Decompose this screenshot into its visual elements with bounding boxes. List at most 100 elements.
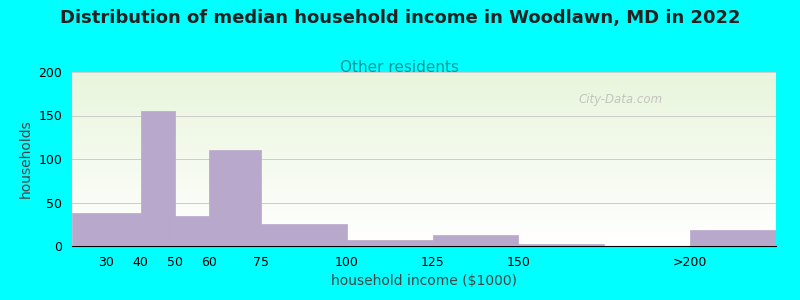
Bar: [72, 230, 776, 232]
Bar: [518, 244, 604, 246]
Bar: [72, 185, 776, 187]
Bar: [72, 175, 776, 176]
Text: City-Data.com: City-Data.com: [579, 93, 663, 106]
Bar: [72, 172, 776, 173]
Bar: [72, 134, 776, 136]
Bar: [72, 76, 776, 78]
Bar: [72, 112, 776, 114]
Bar: [72, 95, 776, 97]
Bar: [210, 150, 261, 246]
Bar: [72, 224, 776, 226]
Bar: [72, 153, 776, 155]
Bar: [346, 240, 433, 246]
Bar: [72, 72, 776, 74]
Bar: [72, 243, 776, 244]
Bar: [72, 97, 776, 98]
Bar: [72, 213, 776, 214]
Bar: [72, 107, 776, 108]
Bar: [72, 213, 141, 246]
Bar: [72, 118, 776, 120]
Bar: [72, 137, 776, 139]
Bar: [72, 195, 776, 197]
Bar: [72, 128, 776, 130]
Bar: [72, 171, 776, 172]
Bar: [72, 139, 776, 140]
Bar: [72, 78, 776, 79]
Bar: [72, 236, 776, 237]
Bar: [72, 158, 776, 159]
Bar: [72, 220, 776, 221]
Bar: [72, 98, 776, 100]
Bar: [261, 224, 346, 246]
Bar: [72, 229, 776, 230]
Bar: [72, 89, 776, 91]
Bar: [175, 215, 210, 246]
Bar: [72, 200, 776, 201]
Bar: [72, 130, 776, 131]
Bar: [433, 235, 518, 246]
Bar: [72, 239, 776, 240]
Bar: [72, 104, 776, 105]
Bar: [72, 152, 776, 153]
Bar: [72, 184, 776, 185]
Bar: [72, 162, 776, 163]
Bar: [72, 182, 776, 184]
Bar: [141, 111, 175, 246]
Bar: [72, 223, 776, 224]
Bar: [72, 74, 776, 75]
Bar: [72, 204, 776, 206]
Bar: [72, 232, 776, 233]
Bar: [72, 103, 776, 104]
Bar: [72, 215, 776, 217]
Bar: [72, 156, 776, 158]
Bar: [72, 92, 776, 94]
Bar: [72, 155, 776, 156]
Bar: [72, 244, 776, 246]
Bar: [72, 206, 776, 207]
Bar: [72, 221, 776, 223]
Bar: [72, 176, 776, 178]
Bar: [72, 75, 776, 76]
Bar: [72, 86, 776, 88]
Bar: [72, 133, 776, 134]
Bar: [72, 207, 776, 208]
Bar: [72, 173, 776, 175]
Bar: [72, 179, 776, 181]
Bar: [72, 149, 776, 150]
Bar: [72, 116, 776, 117]
Bar: [72, 114, 776, 116]
Bar: [72, 121, 776, 123]
Bar: [72, 211, 776, 213]
Bar: [72, 91, 776, 92]
Bar: [72, 163, 776, 165]
Bar: [72, 145, 776, 146]
Bar: [72, 131, 776, 133]
Bar: [72, 178, 776, 179]
Bar: [72, 143, 776, 145]
Bar: [690, 230, 776, 246]
Bar: [72, 136, 776, 137]
Bar: [72, 208, 776, 210]
Bar: [72, 110, 776, 111]
Bar: [72, 181, 776, 182]
Bar: [72, 126, 776, 127]
Bar: [72, 120, 776, 121]
Bar: [72, 159, 776, 160]
Bar: [72, 105, 776, 107]
X-axis label: household income ($1000): household income ($1000): [331, 274, 517, 288]
Bar: [72, 100, 776, 101]
Bar: [72, 147, 776, 149]
Bar: [72, 214, 776, 215]
Bar: [72, 166, 776, 168]
Bar: [72, 123, 776, 124]
Bar: [72, 84, 776, 85]
Bar: [72, 187, 776, 188]
Bar: [72, 237, 776, 239]
Text: Other residents: Other residents: [341, 60, 459, 75]
Bar: [72, 142, 776, 143]
Bar: [72, 160, 776, 162]
Bar: [72, 101, 776, 102]
Bar: [72, 124, 776, 126]
Bar: [72, 217, 776, 218]
Bar: [72, 127, 776, 128]
